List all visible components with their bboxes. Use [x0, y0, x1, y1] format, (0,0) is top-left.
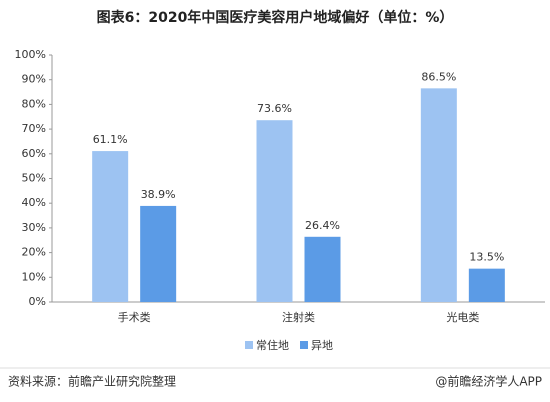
legend-swatch: [300, 341, 308, 349]
bar: [256, 120, 293, 302]
bar: [140, 205, 177, 302]
y-tick-label: 50%: [22, 172, 46, 185]
credit: @前瞻经济学人APP: [435, 374, 542, 389]
value-label: 86.5%: [421, 70, 456, 83]
y-tick-label: 30%: [22, 221, 46, 234]
y-tick-label: 40%: [22, 196, 46, 209]
bar: [420, 88, 457, 302]
y-tick-label: 10%: [22, 270, 46, 283]
y-tick-label: 60%: [22, 147, 46, 160]
bar: [92, 151, 129, 302]
legend-swatch: [245, 341, 253, 349]
y-tick-label: 100%: [15, 48, 46, 61]
x-tick-label: 光电类: [446, 310, 479, 324]
value-label: 61.1%: [93, 133, 128, 146]
x-tick-label: 手术类: [118, 310, 151, 324]
chart-title: 图表6：2020年中国医疗美容用户地域偏好（单位：%）: [97, 9, 454, 26]
x-tick-label: 注射类: [282, 310, 315, 324]
y-tick-label: 0%: [29, 295, 46, 308]
legend-label: 常住地: [256, 338, 289, 352]
legend-label: 异地: [311, 339, 333, 352]
y-tick-label: 80%: [22, 97, 46, 110]
value-label: 13.5%: [469, 251, 504, 264]
value-label: 73.6%: [257, 102, 292, 115]
y-tick-label: 90%: [22, 73, 46, 86]
bar: [468, 268, 505, 302]
source: 资料来源：前瞻产业研究院整理: [8, 374, 176, 389]
value-label: 38.9%: [141, 188, 176, 201]
y-tick-label: 20%: [22, 246, 46, 259]
bar: [304, 236, 341, 302]
y-tick-label: 70%: [22, 122, 46, 135]
value-label: 26.4%: [305, 219, 340, 232]
